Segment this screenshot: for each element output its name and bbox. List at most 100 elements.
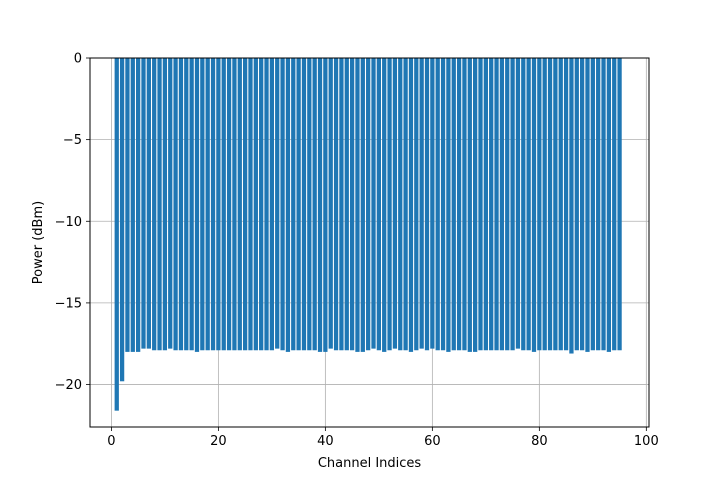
plot-frame [89, 57, 650, 428]
bar [355, 58, 360, 352]
bar [456, 58, 462, 351]
bar [606, 58, 612, 352]
bar [242, 58, 248, 351]
bar [237, 58, 242, 351]
bar [398, 58, 403, 351]
bar [280, 58, 285, 351]
bar [168, 58, 173, 349]
bar [440, 58, 446, 351]
bar [617, 58, 622, 351]
x-tick-label: 0 [107, 434, 115, 449]
bar [173, 58, 178, 351]
bar [387, 58, 392, 351]
bar [483, 58, 488, 351]
bar [521, 58, 526, 351]
bar [612, 58, 617, 351]
bar [553, 58, 558, 351]
bar [558, 58, 563, 351]
bar [590, 58, 595, 351]
bar [210, 58, 216, 351]
bar [264, 58, 269, 351]
bar [537, 58, 542, 351]
bar [248, 58, 253, 351]
bar [162, 58, 168, 351]
bar [317, 58, 323, 352]
bar [189, 58, 194, 351]
bar [226, 58, 232, 351]
bar [349, 58, 355, 351]
y-tick-label: −10 [55, 215, 82, 230]
bar [285, 58, 291, 352]
y-axis-ticks: 0 −5 −10 −15 −20 [55, 52, 90, 393]
bar [489, 58, 494, 351]
x-tick-label: 60 [424, 434, 441, 449]
bar [157, 58, 162, 351]
bar [424, 58, 430, 351]
bar [269, 58, 275, 351]
bar [200, 58, 205, 351]
bar [478, 58, 483, 351]
y-tick-label: −5 [63, 133, 82, 148]
bar [216, 58, 221, 351]
bar [205, 58, 210, 351]
bar [178, 58, 184, 351]
bar [232, 58, 237, 351]
bar [152, 58, 157, 351]
bar [296, 58, 301, 351]
bar [125, 58, 130, 352]
bar [119, 58, 125, 382]
bar [376, 58, 382, 351]
bar [301, 58, 307, 351]
bar [435, 58, 440, 351]
bar [333, 58, 339, 351]
x-axis-ticks: 0 20 40 60 80 100 [107, 427, 659, 449]
bar [494, 58, 499, 351]
bar [339, 58, 344, 351]
bar [515, 58, 521, 349]
bar [531, 58, 537, 352]
bar [414, 58, 419, 351]
bar [547, 58, 553, 351]
bar [451, 58, 456, 351]
bar [505, 58, 510, 351]
bar [563, 58, 569, 351]
bar [419, 58, 424, 349]
bar [569, 58, 574, 354]
bar [510, 58, 515, 351]
bar [194, 58, 200, 352]
bar [382, 58, 387, 352]
bar [499, 58, 505, 351]
bar [221, 58, 226, 351]
bar [601, 58, 606, 351]
bar [366, 58, 371, 351]
y-tick-label: −20 [55, 378, 82, 393]
bar [462, 58, 467, 351]
bar [275, 58, 280, 349]
bar [259, 58, 264, 351]
bar [328, 58, 333, 349]
bar [141, 58, 146, 349]
bar [323, 58, 328, 352]
bar [585, 58, 590, 352]
bar [596, 58, 601, 351]
bar [403, 58, 408, 351]
bar [473, 58, 478, 352]
bar [291, 58, 296, 351]
bar [542, 58, 547, 351]
x-tick-label: 40 [317, 434, 334, 449]
bar [146, 58, 151, 349]
bar [467, 58, 472, 352]
x-tick-label: 80 [531, 434, 548, 449]
bar [344, 58, 349, 351]
bar [371, 58, 376, 349]
bar [392, 58, 398, 349]
y-tick-label: −15 [55, 296, 82, 311]
bar [312, 58, 317, 351]
bar [526, 58, 531, 351]
bar [114, 58, 119, 411]
bar [430, 58, 435, 349]
bar [579, 58, 585, 351]
x-tick-label: 20 [210, 434, 227, 449]
x-tick-label: 100 [634, 434, 659, 449]
